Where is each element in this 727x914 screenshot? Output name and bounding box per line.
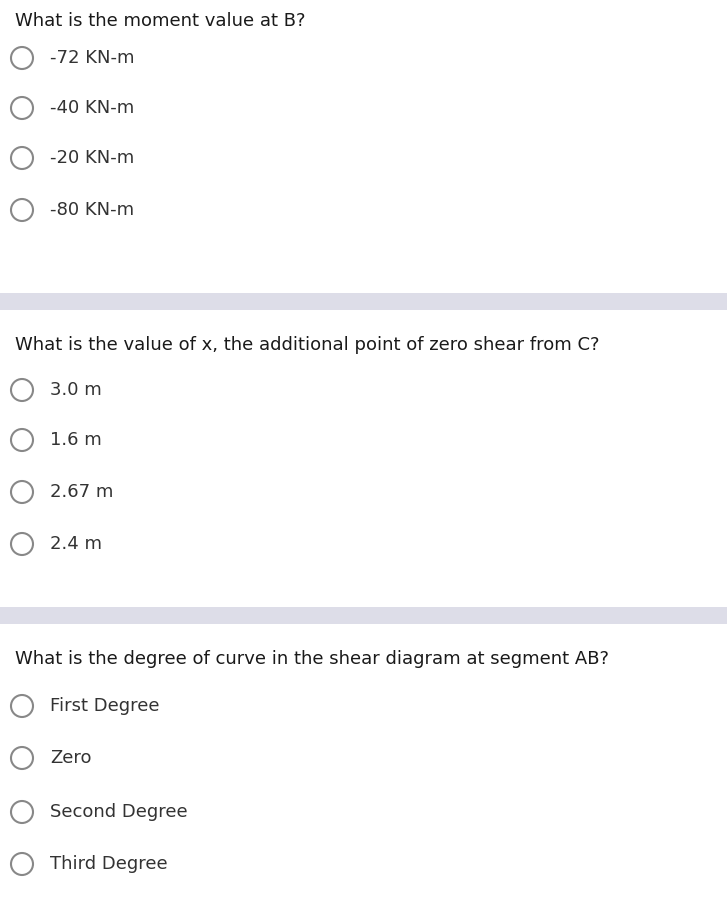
Text: First Degree: First Degree xyxy=(50,697,159,715)
Text: Third Degree: Third Degree xyxy=(50,855,168,873)
Text: -80 KN-m: -80 KN-m xyxy=(50,201,134,219)
Bar xyxy=(0,607,727,624)
Text: 2.67 m: 2.67 m xyxy=(50,483,113,501)
Text: -72 KN-m: -72 KN-m xyxy=(50,49,134,67)
Text: -20 KN-m: -20 KN-m xyxy=(50,149,134,167)
Text: 2.4 m: 2.4 m xyxy=(50,535,102,553)
Text: Zero: Zero xyxy=(50,749,92,767)
Text: 1.6 m: 1.6 m xyxy=(50,431,102,449)
Text: What is the degree of curve in the shear diagram at segment AB?: What is the degree of curve in the shear… xyxy=(15,650,609,668)
Bar xyxy=(0,293,727,310)
Text: What is the value of x, the additional point of zero shear from C?: What is the value of x, the additional p… xyxy=(15,336,600,354)
Text: 3.0 m: 3.0 m xyxy=(50,381,102,399)
Text: Second Degree: Second Degree xyxy=(50,803,188,821)
Text: What is the moment value at B?: What is the moment value at B? xyxy=(15,12,305,30)
Text: -40 KN-m: -40 KN-m xyxy=(50,99,134,117)
